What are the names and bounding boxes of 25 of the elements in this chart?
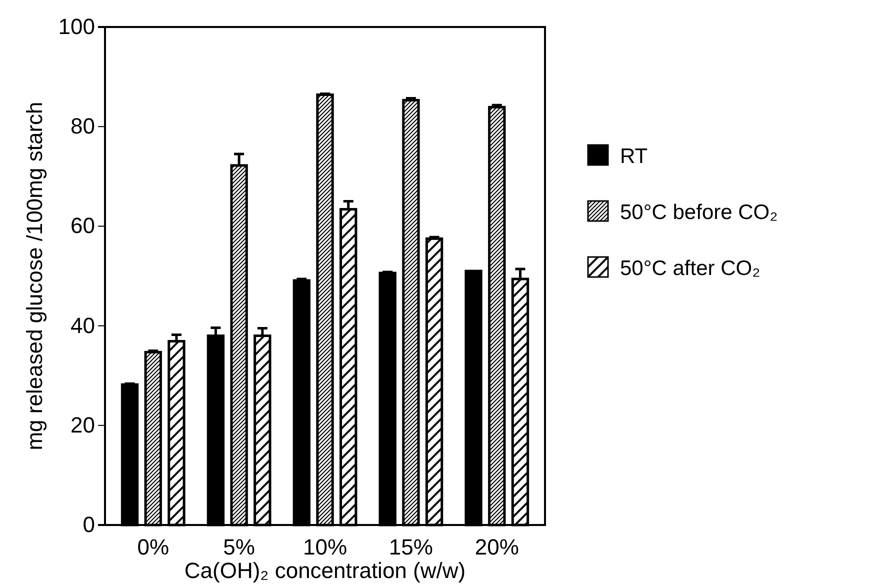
bar [425, 237, 444, 526]
legend-label: 50°C before CO₂ [620, 201, 778, 224]
bar [464, 270, 482, 526]
bar [316, 93, 334, 526]
bar [292, 279, 310, 526]
y-tick-label: 80 [70, 114, 95, 139]
y-tick-label: 40 [70, 312, 95, 338]
y-tick-label: 100 [58, 14, 95, 40]
bar [402, 98, 420, 526]
legend-label: 50°C after CO₂ [620, 257, 760, 280]
bar [144, 350, 162, 526]
bar [120, 383, 139, 526]
x-tick-label: 10% [302, 534, 348, 560]
y-tick-label: 20 [70, 412, 95, 438]
bar [378, 272, 396, 526]
x-tick-label: 15% [388, 534, 433, 560]
y-axis-title: mg released glucose /100mg starch [22, 102, 47, 450]
x-tick-label: 5% [223, 534, 255, 560]
x-axis-title: Ca(OH)₂ concentration (w/w) [184, 558, 466, 583]
x-tick-label: 20% [474, 534, 519, 560]
y-tick-label: 0 [82, 512, 95, 538]
y-tick-label: 60 [70, 213, 95, 238]
bar [488, 106, 506, 526]
legend-label: RT [620, 145, 648, 168]
x-tick-label: 0% [137, 534, 170, 560]
